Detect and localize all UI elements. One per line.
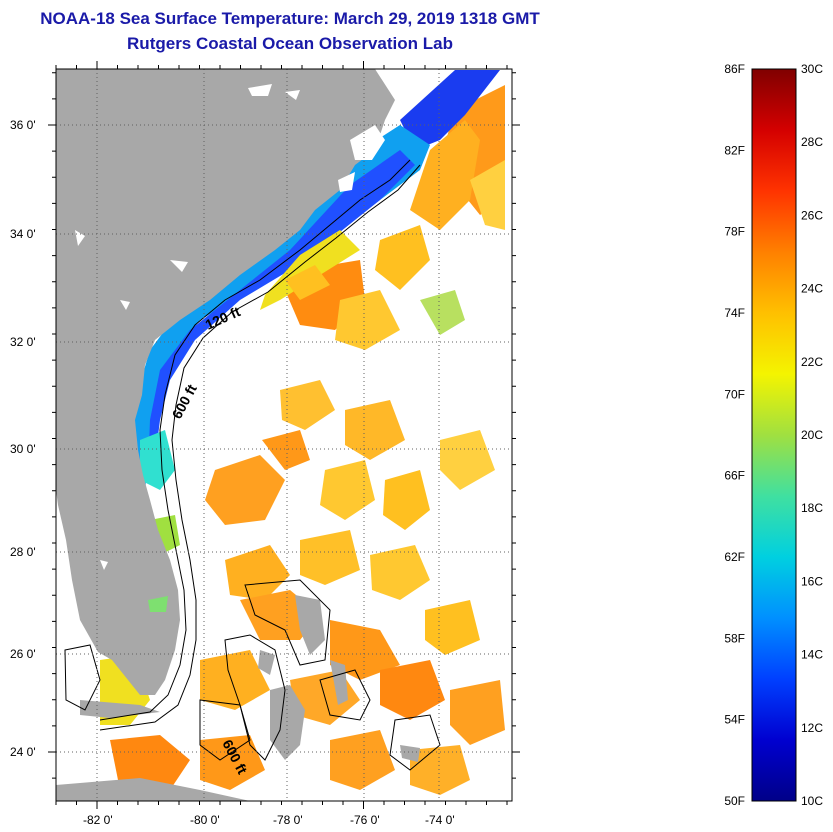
- colorbar-fahrenheit-label: 50F: [724, 794, 745, 808]
- sst-coastal-band: [130, 70, 500, 555]
- colorbar-fahrenheit-label: 86F: [724, 62, 745, 76]
- us-east-coast-land: [56, 69, 395, 695]
- longitude-label: -74 0': [425, 813, 455, 827]
- colorbar-fahrenheit-label: 62F: [724, 550, 745, 564]
- colorbar-fahrenheit-label: 54F: [724, 713, 745, 727]
- inland-water: [75, 84, 385, 612]
- colorbar-celsius-label: 28C: [801, 135, 823, 149]
- bahamas-abaco: [295, 595, 325, 655]
- colorbar-fahrenheit-labels: 86F 82F 78F 74F 70F 66F 62F 58F 54F 50F: [724, 62, 745, 808]
- contour-120-ft: [99, 159, 411, 721]
- longitude-labels: -82 0' -80 0' -78 0' -76 0' -74 0': [83, 813, 455, 827]
- colorbar-celsius-label: 26C: [801, 208, 823, 222]
- latitude-label: 28 0': [10, 545, 36, 559]
- colorbar-fahrenheit-label: 74F: [724, 306, 745, 320]
- bahamas-eleuthera: [330, 660, 348, 705]
- graticule: [56, 69, 512, 801]
- colorbar: [751, 68, 797, 802]
- longitude-label: -82 0': [83, 813, 113, 827]
- colorbar-celsius-label: 10C: [801, 794, 823, 808]
- latitude-label: 30 0': [10, 442, 36, 456]
- colorbar-celsius-label: 12C: [801, 721, 823, 735]
- longitude-label: -80 0': [190, 813, 220, 827]
- colorbar-celsius-label: 20C: [801, 428, 823, 442]
- map-frame: [55, 68, 513, 802]
- latitude-label: 34 0': [10, 227, 36, 241]
- colorbar-fahrenheit-label: 58F: [724, 631, 745, 645]
- colorbar-celsius-labels: 30C 28C 26C 24C 22C 20C 18C 16C 14C 12C 10C: [801, 62, 823, 808]
- latitude-label: 36 0': [10, 118, 36, 132]
- bahamas-andros: [270, 685, 305, 760]
- colorbar-fahrenheit-label: 66F: [724, 469, 745, 483]
- page-subtitle: Rutgers Coastal Ocean Observation Lab: [127, 34, 453, 53]
- colorbar-fahrenheit-label: 78F: [724, 225, 745, 239]
- cuba-land: [56, 778, 250, 801]
- page-title: NOAA-18 Sea Surface Temperature: March 2…: [40, 9, 540, 28]
- longitude-label: -76 0': [350, 813, 380, 827]
- frame-ticks: [48, 61, 520, 809]
- latitude-labels: 36 0' 34 0' 32 0' 30 0' 28 0' 26 0' 24 0': [10, 118, 36, 759]
- colorbar-celsius-label: 24C: [801, 282, 823, 296]
- longitude-label: -78 0': [273, 813, 303, 827]
- land-mass: [56, 69, 420, 801]
- map-content: [56, 69, 505, 801]
- latitude-label: 26 0': [10, 647, 36, 661]
- contour-600-ft: [99, 164, 421, 731]
- bathymetry-contours: [64, 159, 441, 771]
- colorbar-fahrenheit-label: 70F: [724, 387, 745, 401]
- colorbar-celsius-label: 30C: [801, 62, 823, 76]
- colorbar-celsius-label: 18C: [801, 501, 823, 515]
- latitude-label: 24 0': [10, 745, 36, 759]
- colorbar-celsius-label: 16C: [801, 574, 823, 588]
- colorbar-celsius-label: 22C: [801, 355, 823, 369]
- sst-warm-patches: [100, 85, 505, 795]
- latitude-label: 32 0': [10, 335, 36, 349]
- colorbar-celsius-label: 14C: [801, 648, 823, 662]
- colorbar-fahrenheit-label: 82F: [724, 143, 745, 157]
